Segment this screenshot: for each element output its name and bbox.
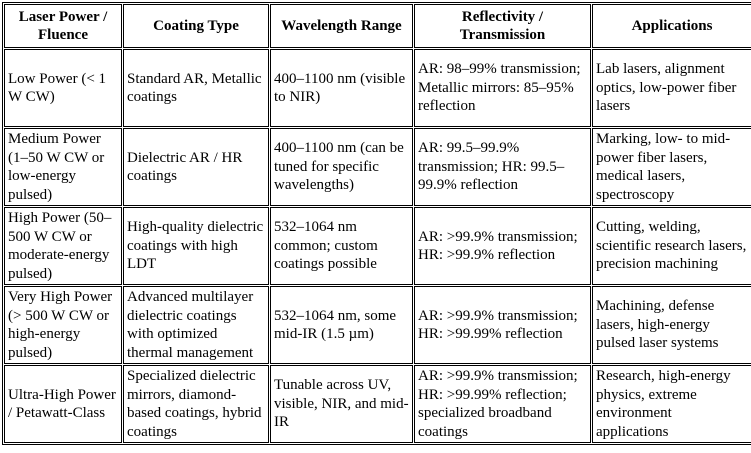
table-cell: Marking, low- to mid-power fiber lasers,… [592, 128, 751, 206]
header-cell: Reflectivity / Transmission [414, 4, 591, 48]
coating-table: Laser Power / Fluence Coating Type Wavelen… [2, 2, 751, 445]
table-cell: High Power (50–500 W CW or moderate-ener… [4, 207, 122, 285]
table-cell: AR: >99.9% transmission; HR: >99.99% ref… [414, 365, 591, 443]
table-body: Low Power (< 1 W CW) Standard AR, Metalli… [4, 49, 751, 443]
table-cell: Cutting, welding, scientific research la… [592, 207, 751, 285]
table-cell: High-quality dielectric coatings with hi… [123, 207, 269, 285]
table-cell: Machining, defense lasers, high-energy p… [592, 286, 751, 364]
table-row: Very High Power (> 500 W CW or high-ener… [4, 286, 751, 364]
table-row: Medium Power (1–50 W CW or low-energy pu… [4, 128, 751, 206]
table-row: Ultra-High Power / Petawatt-Class Special… [4, 365, 751, 443]
table-cell: Very High Power (> 500 W CW or high-ener… [4, 286, 122, 364]
header-cell: Laser Power / Fluence [4, 4, 122, 48]
table-cell: Advanced multilayer dielectric coatings … [123, 286, 269, 364]
header-cell: Applications [592, 4, 751, 48]
table-cell: Standard AR, Metallic coatings [123, 49, 269, 127]
table-cell: AR: 98–99% transmission; Metallic mirror… [414, 49, 591, 127]
table-cell: Tunable across UV, visible, NIR, and mid… [270, 365, 413, 443]
table-cell: Ultra-High Power / Petawatt-Class [4, 365, 122, 443]
header-cell: Coating Type [123, 4, 269, 48]
header-cell: Wavelength Range [270, 4, 413, 48]
table-cell: 400–1100 nm (visible to NIR) [270, 49, 413, 127]
table-cell: Dielectric AR / HR coatings [123, 128, 269, 206]
header-row: Laser Power / Fluence Coating Type Wavelen… [4, 4, 751, 48]
table-cell: 532–1064 nm common; custom coatings poss… [270, 207, 413, 285]
table-cell: Specialized dielectric mirrors, diamond-… [123, 365, 269, 443]
table-cell: 400–1100 nm (can be tuned for specific w… [270, 128, 413, 206]
table-cell: AR: 99.5–99.9% transmission; HR: 99.5–99… [414, 128, 591, 206]
table-row: Low Power (< 1 W CW) Standard AR, Metalli… [4, 49, 751, 127]
table-cell: AR: >99.9% transmission; HR: >99.99% ref… [414, 286, 591, 364]
table-cell: Medium Power (1–50 W CW or low-energy pu… [4, 128, 122, 206]
table-row: High Power (50–500 W CW or moderate-ener… [4, 207, 751, 285]
table-cell: Research, high-energy physics, extreme e… [592, 365, 751, 443]
table-cell: AR: >99.9% transmission; HR: >99.9% refl… [414, 207, 591, 285]
table-cell: Lab lasers, alignment optics, low-power … [592, 49, 751, 127]
table-cell: Low Power (< 1 W CW) [4, 49, 122, 127]
table-cell: 532–1064 nm, some mid-IR (1.5 µm) [270, 286, 413, 364]
